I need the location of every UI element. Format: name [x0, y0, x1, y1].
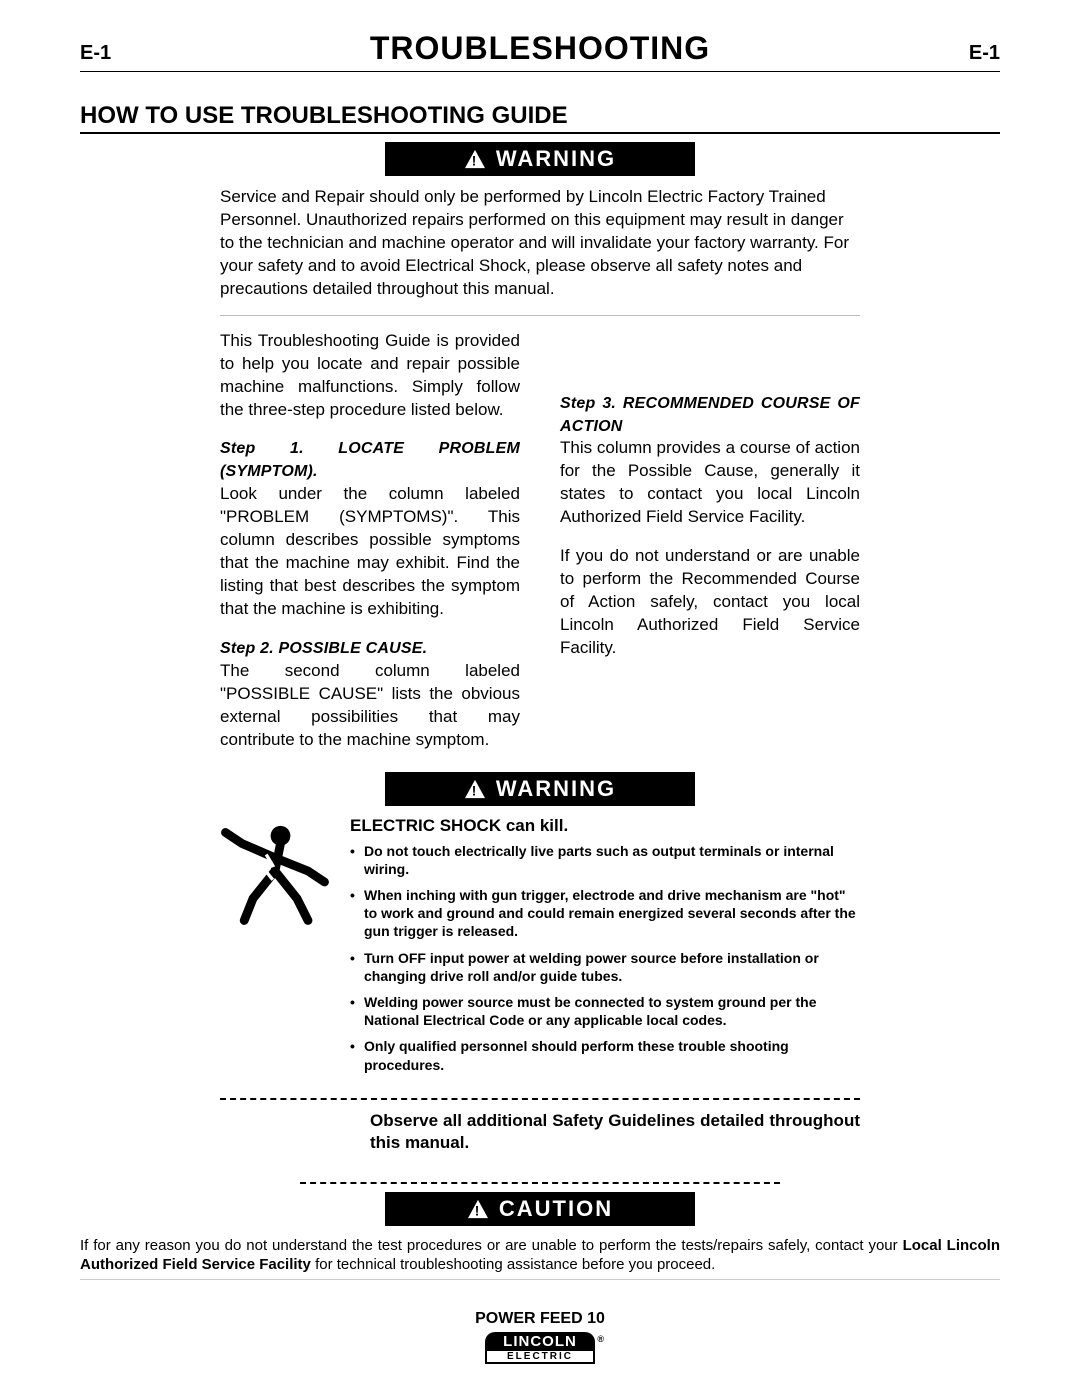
electric-shock-icon: [220, 816, 330, 926]
caution-triangle-icon: !: [467, 1199, 489, 1219]
right-column: spacer line one two three four five six …: [560, 330, 860, 752]
divider: [220, 315, 860, 316]
shock-item: Welding power source must be connected t…: [350, 993, 860, 1029]
shock-item: Only qualified personnel should perform …: [350, 1037, 860, 1073]
logo-bottom: ELECTRIC: [485, 1351, 595, 1364]
caution-post: for technical troubleshooting assistance…: [311, 1256, 715, 1273]
caution-pre: If for any reason you do not understand …: [80, 1237, 903, 1254]
header-right: E-1: [969, 42, 1000, 65]
guide-intro: This Troubleshooting Guide is provided t…: [220, 330, 520, 422]
lincoln-logo: LINCOLN ® ELECTRIC: [485, 1332, 595, 1364]
shock-section: ELECTRIC SHOCK can kill. Do not touch el…: [220, 816, 860, 1082]
shock-item: When inching with gun trigger, electrode…: [350, 886, 860, 941]
step2-body: The second column labeled "POSSIBLE CAUS…: [220, 661, 520, 749]
warning-label: WARNING: [496, 776, 616, 802]
page-header: E-1 TROUBLESHOOTING E-1: [80, 30, 1000, 72]
registered-icon: ®: [597, 1334, 605, 1344]
svg-text:!: !: [472, 153, 478, 168]
caution-banner: ! CAUTION: [385, 1192, 695, 1226]
intro-paragraph: Service and Repair should only be perfor…: [220, 186, 860, 301]
warning-banner-1: ! WARNING: [385, 142, 695, 176]
step3-head: Step 3. RECOMMENDED COURSE OF ACTION: [560, 395, 860, 435]
left-column: This Troubleshooting Guide is provided t…: [220, 330, 520, 752]
shock-item: Do not touch electrically live parts suc…: [350, 842, 860, 878]
shock-content: ELECTRIC SHOCK can kill. Do not touch el…: [350, 816, 860, 1082]
shock-title: ELECTRIC SHOCK can kill.: [350, 816, 860, 836]
warning-triangle-icon: !: [464, 149, 486, 169]
warning-banner-2: ! WARNING: [385, 772, 695, 806]
header-left: E-1: [80, 42, 111, 65]
svg-text:!: !: [475, 1203, 481, 1218]
svg-text:!: !: [472, 783, 478, 798]
section-title: HOW TO USE TROUBLESHOOTING GUIDE: [80, 102, 1000, 134]
header-title: TROUBLESHOOTING: [370, 30, 710, 67]
shock-list: Do not touch electrically live parts suc…: [350, 842, 860, 1074]
step3-extra: If you do not understand or are unable t…: [560, 545, 860, 660]
step2-head: Step 2. POSSIBLE CAUSE.: [220, 640, 427, 657]
dashed-divider-wide: [300, 1182, 780, 1184]
step3-body: This column provides a course of action …: [560, 438, 860, 526]
page-footer: POWER FEED 10 LINCOLN ® ELECTRIC: [80, 1310, 1000, 1364]
shock-item: Turn OFF input power at welding power so…: [350, 949, 860, 985]
steps-columns: This Troubleshooting Guide is provided t…: [220, 330, 860, 752]
warning-label: WARNING: [496, 146, 616, 172]
caution-label: CAUTION: [499, 1196, 613, 1222]
logo-top: LINCOLN: [503, 1333, 577, 1350]
observe-note: Observe all additional Safety Guidelines…: [370, 1110, 860, 1154]
product-name: POWER FEED 10: [80, 1310, 1000, 1328]
step1-body: Look under the column labeled "PROBLEM (…: [220, 484, 520, 618]
caution-paragraph: If for any reason you do not understand …: [80, 1236, 1000, 1280]
warning-triangle-icon: !: [464, 779, 486, 799]
dashed-divider: [220, 1098, 860, 1100]
step1-head: Step 1. LOCATE PROBLEM (SYMPTOM).: [220, 440, 520, 480]
